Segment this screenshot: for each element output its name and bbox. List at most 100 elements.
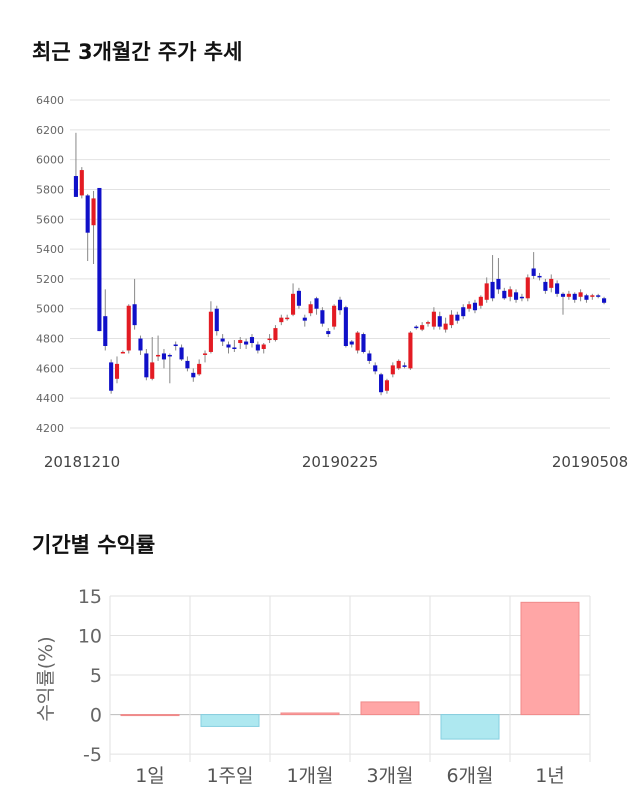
candle-body — [355, 332, 360, 351]
candle-body — [537, 275, 542, 278]
x-tick-label: 1년 — [535, 765, 565, 787]
return-bar — [520, 601, 580, 716]
candle-body — [314, 298, 319, 309]
candle-body — [97, 187, 102, 332]
candle-body — [156, 354, 161, 357]
candle-body — [191, 372, 196, 378]
candle-body — [461, 307, 466, 317]
candle-body — [273, 328, 278, 341]
candle-body — [144, 353, 149, 378]
candle-body — [502, 290, 507, 299]
y-tick-label: 5800 — [36, 183, 64, 196]
candle-body — [349, 341, 354, 345]
y-tick-label: -5 — [83, 744, 102, 766]
return-bar — [200, 714, 260, 727]
y-tick-label: 4600 — [36, 362, 64, 375]
candle-body — [167, 354, 172, 357]
candle-body — [455, 314, 460, 321]
y-tick-label: 4200 — [36, 422, 64, 435]
candle-body — [91, 198, 96, 226]
candle-body — [220, 338, 225, 342]
candle-body — [185, 360, 190, 369]
candle-body — [549, 278, 554, 288]
candle-body — [173, 344, 178, 347]
candle-body — [602, 298, 607, 303]
candle-body — [85, 195, 90, 233]
y-tick-label: 4800 — [36, 333, 64, 346]
candle-body — [214, 308, 219, 332]
y-tick-label: 6400 — [36, 94, 64, 107]
return-bar — [120, 714, 180, 717]
candle-body — [261, 344, 266, 349]
candle-body — [425, 322, 431, 324]
x-tick-label: 3개월 — [366, 765, 413, 787]
candle-body — [596, 295, 601, 297]
candle-body — [296, 290, 301, 306]
x-tick-label: 20190225 — [302, 453, 378, 471]
y-tick-label: 10 — [78, 626, 102, 648]
candle-body — [431, 311, 436, 327]
candle-body — [114, 363, 120, 379]
candle-body — [73, 176, 78, 197]
candle-body — [484, 283, 489, 300]
candle-body — [513, 292, 519, 300]
candle-body — [584, 295, 589, 300]
candle-body — [478, 296, 483, 306]
y-tick-label: 5400 — [36, 243, 64, 256]
candle-body — [132, 304, 137, 326]
candle-body — [572, 293, 577, 300]
candle-body — [566, 293, 571, 297]
candle-body — [202, 353, 208, 355]
candle-body — [337, 299, 343, 311]
candle-body — [238, 340, 243, 344]
candle-body — [472, 302, 478, 311]
x-tick-label: 6개월 — [446, 765, 493, 787]
candle-body — [109, 362, 114, 391]
y-tick-label: 15 — [78, 586, 102, 608]
candle-body — [555, 283, 560, 294]
candle-body — [402, 365, 407, 367]
candle-body — [519, 296, 524, 299]
candle-body — [197, 363, 202, 375]
candle-body — [79, 170, 84, 196]
candle-body — [590, 295, 595, 297]
candle-body — [420, 325, 425, 330]
candle-body — [414, 326, 419, 329]
candle-body — [326, 331, 331, 335]
candle-body — [208, 311, 213, 352]
candle-body — [467, 304, 472, 309]
return-bar — [280, 712, 340, 716]
candle-body — [302, 317, 307, 321]
y-axis-label: 수익률(%) — [35, 636, 57, 721]
candle-body — [543, 281, 548, 291]
candle-body — [232, 347, 237, 349]
candle-body — [361, 334, 366, 352]
y-tick-label: 0 — [90, 705, 102, 727]
y-tick-label: 5200 — [36, 273, 64, 286]
candle-body — [249, 337, 255, 344]
x-tick-label: 1일 — [135, 765, 165, 787]
y-tick-label: 4400 — [36, 392, 64, 405]
candle-body — [490, 281, 495, 299]
candle-body — [308, 304, 313, 314]
y-tick-label: 6200 — [36, 124, 64, 137]
y-tick-label: 5600 — [36, 213, 64, 226]
candle-body — [255, 344, 260, 351]
candle-body — [525, 277, 530, 299]
returns-title: 기간별 수익률 — [32, 533, 156, 557]
return-bar — [440, 714, 500, 740]
candle-body — [179, 347, 184, 360]
candle-body — [384, 380, 389, 391]
candle-body — [578, 292, 583, 297]
return-bar — [360, 701, 420, 716]
candle-body — [279, 317, 284, 323]
candle-body — [560, 293, 566, 297]
candle-body — [496, 278, 501, 290]
x-tick-label: 1주일 — [206, 765, 253, 787]
candle-body — [508, 289, 513, 297]
price-trend-title: 최근 3개월간 주가 추세 — [32, 40, 243, 64]
x-tick-label: 20181210 — [44, 453, 120, 471]
candle-body — [367, 353, 372, 361]
candle-body — [103, 316, 108, 346]
